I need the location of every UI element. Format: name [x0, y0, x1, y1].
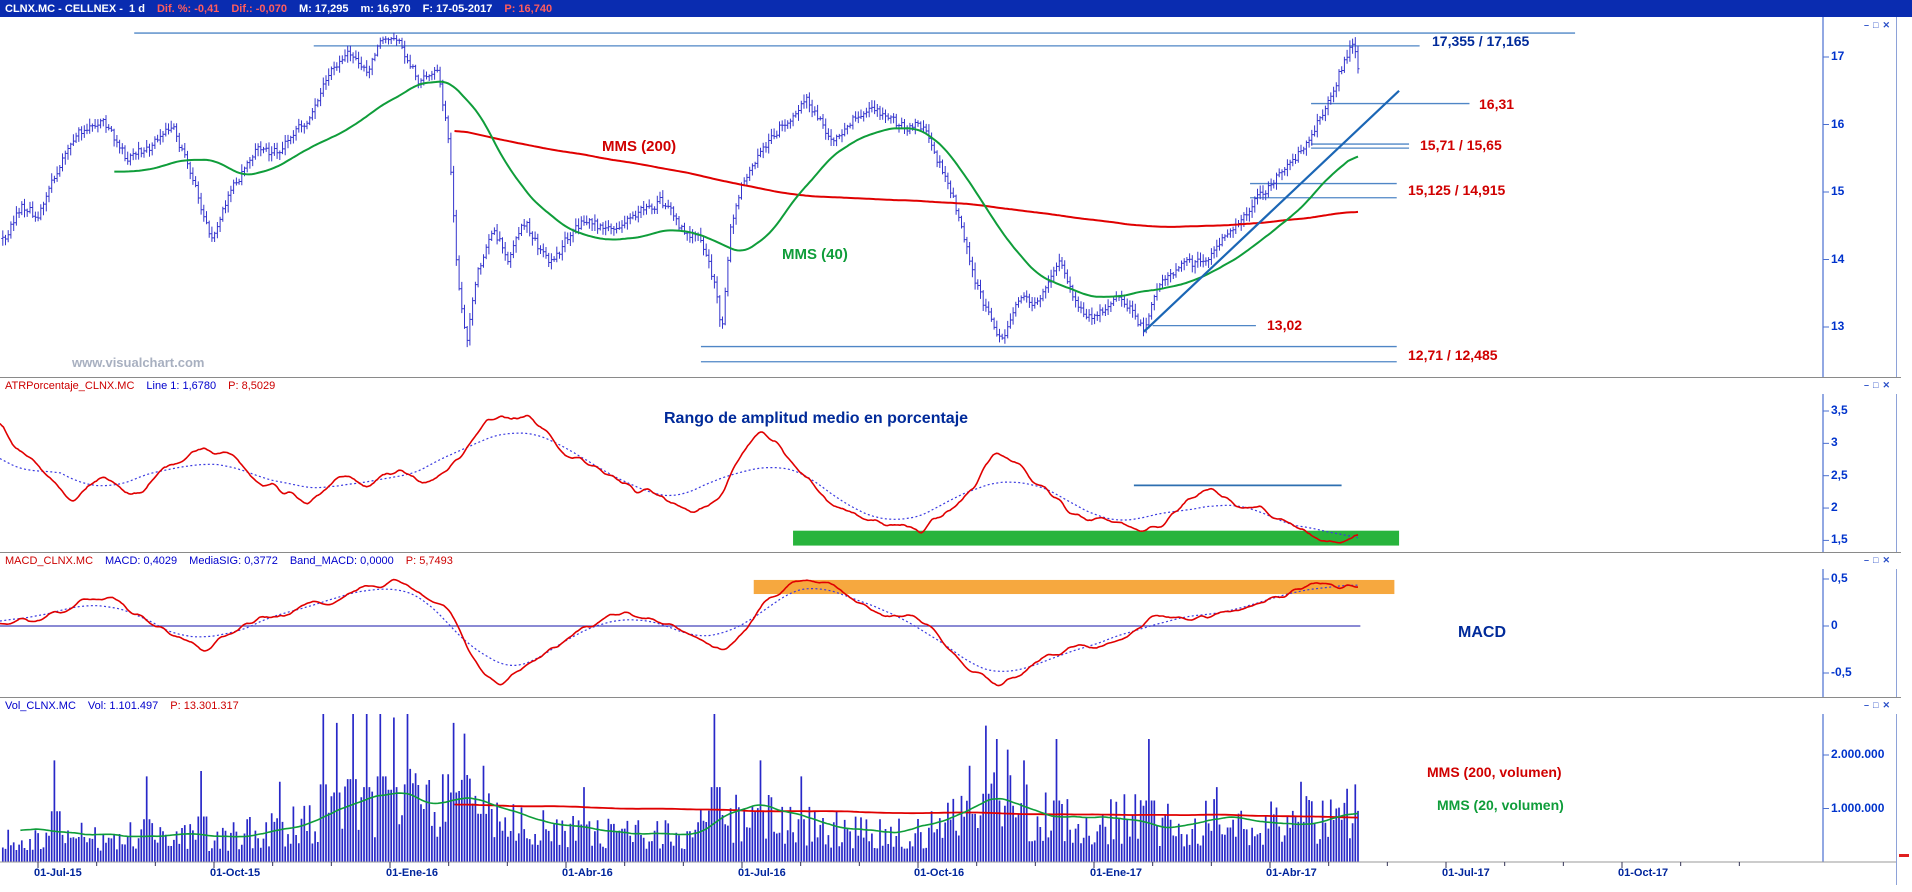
price-ytick-label: 14 — [1831, 251, 1845, 266]
price-ytick-label: 15 — [1831, 184, 1845, 198]
price-panel-window-controls: – □ ✕ — [1864, 20, 1890, 30]
mms200-line — [454, 130, 1359, 228]
xaxis-date-label: 01-Abr-17 — [1266, 867, 1317, 879]
xaxis-date-label: 01-Oct-16 — [914, 867, 965, 879]
macd-value: MACD: 0,4029 — [105, 555, 178, 567]
price-ytick-label: 16 — [1831, 116, 1845, 131]
macd-ytick-label: -0,5 — [1831, 665, 1852, 679]
xaxis-date-label: 01-Jul-16 — [738, 867, 786, 879]
mms200-legend: MMS (200) — [602, 138, 677, 155]
level-label-12-71: 12,71 / 12,485 — [1408, 347, 1498, 363]
restore-icon[interactable]: □ — [1873, 380, 1879, 390]
atr-support-band — [793, 530, 1400, 546]
minimize-icon[interactable]: – — [1864, 20, 1870, 30]
volume-mms20-line — [20, 792, 1359, 838]
vertical-scrollbar[interactable] — [1896, 17, 1912, 885]
volume-panel-header[interactable]: Vol_CLNX.MC Vol: 1.101.497 P: 13.301.317 — [0, 697, 1901, 714]
minimize-icon[interactable]: – — [1864, 700, 1870, 710]
price-ytick-label: 13 — [1831, 319, 1845, 333]
volume-bars — [1, 713, 1359, 862]
volume-value: Vol: 1.101.497 — [87, 700, 159, 712]
close-icon[interactable]: ✕ — [1882, 380, 1890, 390]
last-price: P: 16,740 — [504, 2, 553, 15]
xaxis-date-label: 01-Ene-17 — [1090, 867, 1142, 879]
restore-icon[interactable]: □ — [1873, 700, 1879, 710]
level-label-13-02: 13,02 — [1267, 317, 1303, 333]
atr-ytick-label: 2 — [1831, 500, 1838, 515]
close-icon[interactable]: ✕ — [1882, 700, 1890, 710]
restore-icon[interactable]: □ — [1873, 555, 1879, 565]
xaxis-date-label: 01-Ene-16 — [386, 867, 438, 879]
volume-mms20-legend: MMS (20, volumen) — [1437, 797, 1564, 813]
atr-panel-window-controls: – □ ✕ — [1864, 380, 1890, 390]
macd-panel-header[interactable]: MACD_CLNX.MC MACD: 0,4029 MediaSIG: 0,37… — [0, 552, 1901, 569]
price-ytick-label: 17 — [1831, 49, 1845, 63]
atr-indicator-name: ATRPorcentaje_CLNX.MC — [5, 380, 135, 392]
watermark: www.visualchart.com — [72, 355, 205, 370]
price-bars — [2, 32, 1359, 348]
scrollbar-position-marker — [1899, 854, 1909, 857]
level-label-15-71: 15,71 / 15,65 — [1420, 137, 1502, 153]
atr-ytick-label: 1,5 — [1831, 532, 1848, 547]
close-icon[interactable]: ✕ — [1882, 555, 1890, 565]
atr-ytick-label: 3 — [1831, 435, 1838, 450]
atr-p-value: P: 8,5029 — [228, 380, 276, 392]
atr-panel-title: Rango de amplitud medio en porcentaje — [664, 410, 969, 427]
macd-line — [0, 578, 1358, 687]
atr-line — [0, 414, 1359, 544]
macd-p-value: P: 5,7493 — [405, 555, 453, 567]
atr-panel-header[interactable]: ATRPorcentaje_CLNX.MC Line 1: 1,6780 P: … — [0, 377, 1901, 394]
macd-indicator-name: MACD_CLNX.MC — [5, 555, 94, 567]
volume-indicator-name: Vol_CLNX.MC — [5, 700, 76, 712]
session-high: M: 17,295 — [298, 2, 349, 15]
xaxis-date-label: 01-Oct-15 — [210, 867, 261, 879]
session-low: m: 16,970 — [360, 2, 411, 15]
level-label-resistance: 17,355 / 17,165 — [1432, 33, 1530, 49]
xaxis-date-label: 01-Oct-17 — [1618, 867, 1669, 879]
macd-highlight-band — [753, 579, 1395, 595]
xaxis-date-label: 01-Jul-17 — [1442, 867, 1490, 879]
trendline[interactable] — [1143, 89, 1400, 333]
macd-panel-label: MACD — [1458, 624, 1506, 641]
atr-line1-value: Line 1: 1,6780 — [146, 380, 217, 392]
mms40-line — [114, 80, 1359, 298]
macd-ytick-label: 0 — [1831, 618, 1838, 632]
volume-mms200-legend: MMS (200, volumen) — [1427, 764, 1562, 780]
session-date: F: 17-05-2017 — [422, 2, 493, 15]
window-titlebar[interactable]: CLNX.MC - CELLNEX - 1 d Dif. %: -0,41 Di… — [0, 0, 1912, 17]
atr-ytick-label: 2,5 — [1831, 467, 1848, 482]
dif-pct-value: Dif. %: -0,41 — [156, 2, 220, 15]
mms40-legend: MMS (40) — [782, 246, 848, 263]
minimize-icon[interactable]: – — [1864, 380, 1870, 390]
atr-ytick-label: 3,5 — [1831, 403, 1848, 417]
macd-band-value: Band_MACD: 0,0000 — [289, 555, 394, 567]
price-bar-ticks — [1, 38, 1360, 341]
atr-signal-line — [0, 432, 1359, 539]
macd-ytick-label: 0,5 — [1831, 571, 1848, 585]
xaxis-date-label: 01-Abr-16 — [562, 867, 613, 879]
dif-value: Dif.: -0,070 — [231, 2, 287, 15]
volume-ytick-label: 1.000.000 — [1831, 800, 1885, 815]
volume-ytick-label: 2.000.000 — [1831, 747, 1885, 761]
restore-icon[interactable]: □ — [1873, 20, 1879, 30]
level-label-16-31: 16,31 — [1479, 96, 1515, 112]
volume-panel-window-controls: – □ ✕ — [1864, 700, 1890, 710]
volume-mms200-line — [454, 803, 1359, 819]
close-icon[interactable]: ✕ — [1882, 20, 1890, 30]
xaxis-date-label: 01-Jul-15 — [34, 867, 82, 879]
macd-signal-value: MediaSIG: 0,3772 — [189, 555, 278, 567]
level-label-15-125: 15,125 / 14,915 — [1408, 182, 1506, 198]
symbol-title: CLNX.MC - CELLNEX - 1 d — [5, 2, 145, 15]
minimize-icon[interactable]: – — [1864, 555, 1870, 565]
macd-signal-line — [0, 584, 1358, 672]
volume-p-value: P: 13.301.317 — [170, 700, 239, 712]
macd-panel-window-controls: – □ ✕ — [1864, 555, 1890, 565]
